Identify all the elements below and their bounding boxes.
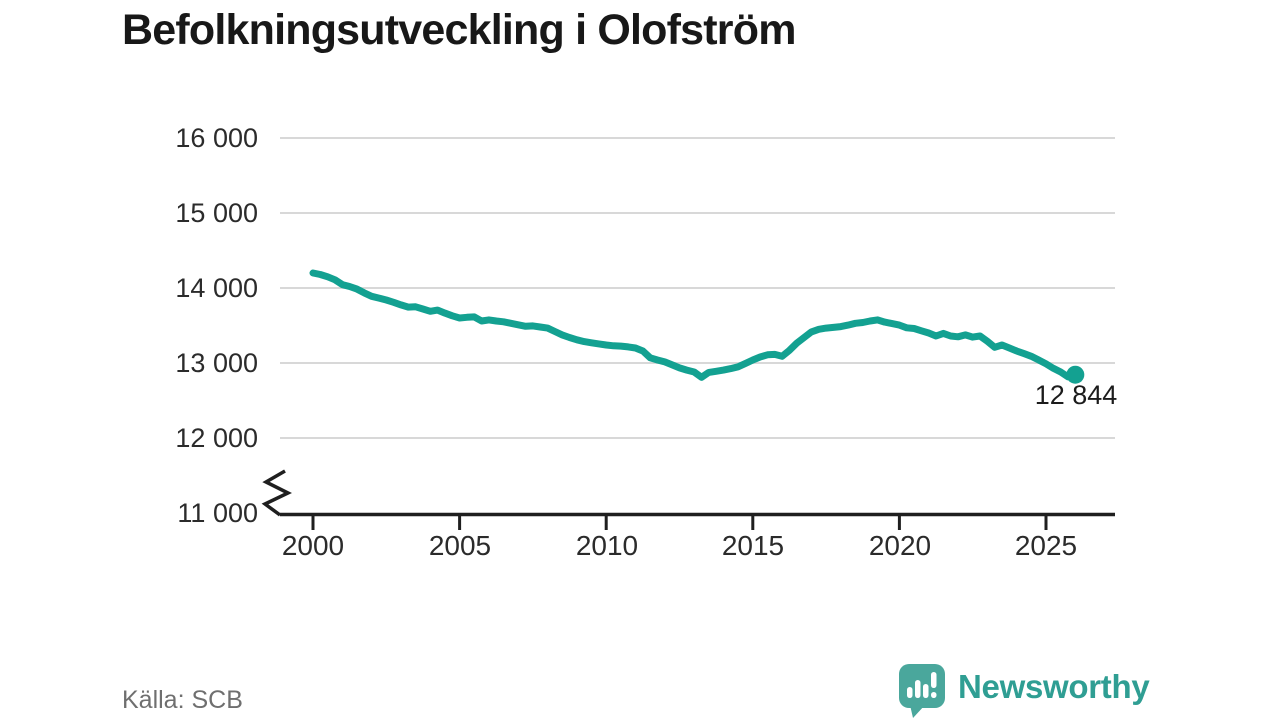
x-axis-tick-label-2025: 2025 <box>1014 530 1078 561</box>
chart-title: Befolkningsutveckling i Olofström <box>122 6 796 54</box>
x-axis-tick-label-2005: 2005 <box>428 530 492 561</box>
newsworthy-wordmark: Newsworthy <box>958 668 1150 705</box>
y-axis-tick-label-14000: 14 000 <box>175 273 258 303</box>
y-axis-tick-label-15000: 15 000 <box>175 198 258 228</box>
x-axis-tick-label-2000: 2000 <box>281 530 345 561</box>
x-axis-tick-label-2020: 2020 <box>868 530 932 561</box>
source-caption: Källa: SCB <box>122 686 243 714</box>
y-axis-tick-label-16000: 16 000 <box>175 123 258 153</box>
y-axis-tick-label-12000: 12 000 <box>175 423 258 453</box>
y-axis-tick-label-13000: 13 000 <box>175 348 258 378</box>
x-axis-tick-label-2010: 2010 <box>575 530 639 561</box>
latest-value-label: 12 844 <box>1034 380 1118 410</box>
x-axis-tick-label-2015: 2015 <box>721 530 785 561</box>
newsworthy-chart-bubble-icon <box>899 664 945 718</box>
y-axis-tick-label-11000: 11 000 <box>177 498 258 528</box>
newsworthy-logo: Newsworthy <box>898 663 1150 719</box>
